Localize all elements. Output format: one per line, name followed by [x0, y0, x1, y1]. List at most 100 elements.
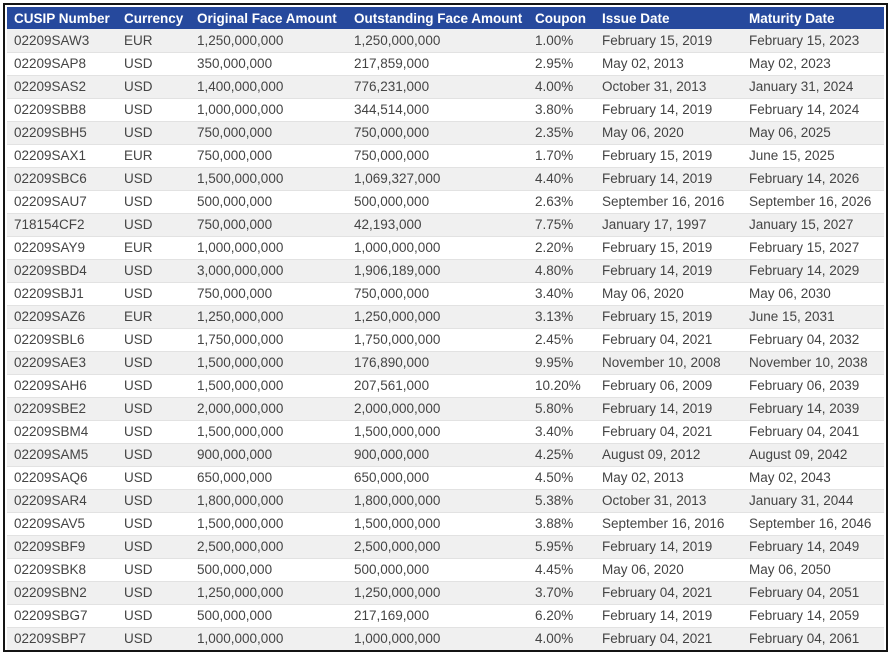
cell-outstanding_face: 207,561,000: [347, 374, 528, 398]
cell-issue_date: November 10, 2008: [595, 351, 742, 375]
cell-original_face: 1,000,000,000: [190, 236, 347, 260]
cell-currency: USD: [117, 443, 190, 467]
cell-cusip: 02209SBF9: [7, 535, 117, 559]
table-row: 02209SBN2 USD 1,250,000,000 1,250,000,000 3.…: [7, 581, 884, 605]
cell-original_face: 1,000,000,000: [197, 631, 284, 647]
table-row: 02209SAW3 EUR 1,250,000,000 1,250,000,000 1.…: [7, 29, 884, 53]
cell-currency: USD: [117, 190, 190, 214]
cell-maturity_date: May 06, 2030: [742, 282, 884, 306]
table-row: 02209SBF9 USD 2,500,000,000 2,500,000,000 5.…: [7, 535, 884, 559]
cell-coupon: 5.95%: [528, 535, 595, 559]
cell-coupon: 4.80%: [528, 259, 595, 283]
cell-currency: USD: [117, 351, 190, 375]
cell-issue_date: February 14, 2019: [595, 259, 742, 283]
cell-outstanding_face: 1,000,000,000: [347, 236, 528, 260]
cell-outstanding_face: 1,800,000,000: [347, 489, 528, 513]
table-row: 02209SBB8 USD 1,000,000,000 344,514,000 3.80…: [7, 98, 884, 122]
cell-maturity_date: May 06, 2050: [742, 558, 884, 582]
cell-currency: USD: [117, 213, 190, 237]
cell-currency: USD: [117, 98, 190, 122]
cell-coupon: 4.45%: [528, 558, 595, 582]
cell-original_face: 500,000,000: [190, 190, 347, 214]
cell-maturity_date: February 04, 2061: [749, 631, 860, 647]
table-row: 02209SAQ6 USD 650,000,000 650,000,000 4.50% M…: [7, 466, 884, 490]
cell-maturity_date: January 31, 2044: [742, 489, 884, 513]
cell-maturity_date: September 16, 2026: [742, 190, 884, 214]
cell-outstanding_face: 344,514,000: [347, 98, 528, 122]
cell-coupon: 2.35%: [528, 121, 595, 145]
cell-issue_date: May 06, 2020: [595, 282, 742, 306]
cell-issue_date: February 14, 2019: [595, 604, 742, 628]
cell-currency: USD: [117, 52, 190, 76]
cell-issue_date: February 04, 2021: [595, 420, 742, 444]
cell-coupon: 3.40%: [528, 420, 595, 444]
cell-outstanding_face: 2,500,000,000: [347, 535, 528, 559]
cell-maturity_date: February 14, 2024: [742, 98, 884, 122]
cell-original_face: 1,500,000,000: [190, 374, 347, 398]
cell-outstanding_face: 217,859,000: [347, 52, 528, 76]
cell-original_face: 750,000,000: [190, 213, 347, 237]
cell-original_face: 1,500,000,000: [190, 512, 347, 536]
cell-outstanding_face: 750,000,000: [347, 144, 528, 168]
cell-coupon: 3.40%: [528, 282, 595, 306]
table-row: 02209SBH5 USD 750,000,000 750,000,000 2.35% M…: [7, 121, 884, 145]
cell-cusip: 02209SAP8: [7, 52, 117, 76]
cell-coupon: 7.75%: [528, 213, 595, 237]
column-header-currency: Currency: [117, 7, 190, 29]
cell-maturity_date: February 04, 2041: [742, 420, 884, 444]
column-header-coupon: Coupon: [528, 7, 595, 29]
cell-coupon: 2.63%: [528, 190, 595, 214]
cell-maturity_date: January 31, 2024: [742, 75, 884, 99]
cell-original_face: 750,000,000: [190, 282, 347, 306]
cell-currency: USD: [117, 535, 190, 559]
cell-maturity_date: February 04, 2032: [742, 328, 884, 352]
cell-coupon: 5.80%: [528, 397, 595, 421]
cell-original_face: 900,000,000: [190, 443, 347, 467]
cell-coupon: 5.38%: [528, 489, 595, 513]
cell-issue_date: January 17, 1997: [595, 213, 742, 237]
cell-original_face: 1,500,000,000: [190, 420, 347, 444]
cell-issue_date: May 06, 2020: [595, 558, 742, 582]
cell-coupon: 4.00%: [528, 75, 595, 99]
cell-currency: USD: [117, 466, 190, 490]
column-header-issue-date: Issue Date: [595, 7, 742, 29]
cell-outstanding_face: 1,000,000,000: [354, 631, 441, 647]
table-row: 02209SBE2 USD 2,000,000,000 2,000,000,000 5.…: [7, 397, 884, 421]
cell-coupon: 1.00%: [528, 29, 595, 53]
cell-original_face: 1,250,000,000: [190, 305, 347, 329]
cell-maturity_date: February 14, 2049: [742, 535, 884, 559]
cell-issue_date: October 31, 2013: [595, 75, 742, 99]
cell-currency: USD: [117, 420, 190, 444]
cell-maturity_date: August 09, 2042: [742, 443, 884, 467]
cell-issue_date: May 02, 2013: [595, 52, 742, 76]
cell-issue_date: February 15, 2019: [595, 305, 742, 329]
cell-currency: USD: [117, 489, 190, 513]
cell-outstanding_face: 500,000,000: [347, 558, 528, 582]
cell-issue_date: October 31, 2013: [595, 489, 742, 513]
table-row: 02209SBK8 USD 500,000,000 500,000,000 4.45% M…: [7, 558, 884, 582]
table-row: 02209SAM5 USD 900,000,000 900,000,000 4.25% A…: [7, 443, 884, 467]
cell-original_face: 2,500,000,000: [190, 535, 347, 559]
cell-currency: USD: [117, 328, 190, 352]
cell-original_face: 3,000,000,000: [190, 259, 347, 283]
cell-maturity_date: May 02, 2043: [742, 466, 884, 490]
cell-outstanding_face: 1,250,000,000: [347, 29, 528, 53]
cell-outstanding_face: 217,169,000: [347, 604, 528, 628]
cell-currency: USD: [117, 397, 190, 421]
cell-original_face: 1,500,000,000: [190, 351, 347, 375]
cell-cusip: 02209SBD4: [7, 259, 117, 283]
cell-cusip: 02209SAY9: [7, 236, 117, 260]
cell-outstanding_face: 1,069,327,000: [347, 167, 528, 191]
cell-coupon: 9.95%: [528, 351, 595, 375]
table-row: 02209SAY9 EUR 1,000,000,000 1,000,000,000 2.…: [7, 236, 884, 260]
cell-cusip: 02209SBB8: [7, 98, 117, 122]
cell-issue_date: September 16, 2016: [595, 190, 742, 214]
cell-maturity_date: September 16, 2046: [742, 512, 884, 536]
table-row: 02209SAH6 USD 1,500,000,000 207,561,000 10.2…: [7, 374, 884, 398]
cell-maturity_date: May 02, 2023: [742, 52, 884, 76]
cell-cusip: 02209SAX1: [7, 144, 117, 168]
cell-original_face: 500,000,000: [190, 558, 347, 582]
cell-currency: EUR: [117, 144, 190, 168]
cell-outstanding_face: 1,750,000,000: [347, 328, 528, 352]
cell-original_face: 1,250,000,000: [190, 29, 347, 53]
